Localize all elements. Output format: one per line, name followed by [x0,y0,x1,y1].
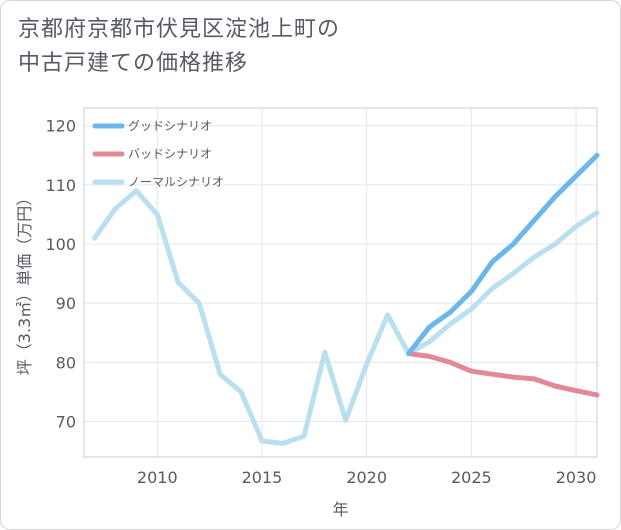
x-tick-label: 2020 [346,468,387,487]
series-line-0 [406,152,600,356]
y-tick-label: 90 [56,294,76,313]
legend-label-0: グッドシナリオ [128,119,212,133]
x-tick-label: 2030 [556,468,597,487]
tick-labels: 2010 2015 2020 2025 2030 70 80 90 100 110 120 [45,117,596,487]
series-line-1 [406,351,600,398]
x-tick-label: 2025 [451,468,492,487]
series-layer [92,152,600,446]
legend-label-2: ノーマルシナリオ [128,175,224,189]
series-line-2 [92,188,600,446]
title-line-1: 京都府京都市伏見区淀池上町の [18,17,341,42]
x-tick-label: 2010 [137,468,178,487]
y-tick-label: 120 [45,117,76,136]
x-tick-label: 2015 [242,468,283,487]
y-tick-label: 110 [45,176,76,195]
y-tick-label: 80 [56,353,76,372]
y-tick-label: 70 [56,413,76,432]
y-tick-label: 100 [45,235,76,254]
plot-frame [83,107,598,458]
title-line-2: 中古戸建ての価格推移 [18,51,249,76]
legend-label-1: バッドシナリオ [128,147,212,161]
x-axis-label: 年 [332,500,348,519]
chart-title: 京都府京都市伏見区淀池上町の 中古戸建ての価格推移 [18,13,340,81]
y-axis-label: 坪（3.3㎡）単価（万円） [15,190,34,375]
grid-lines [84,108,597,457]
